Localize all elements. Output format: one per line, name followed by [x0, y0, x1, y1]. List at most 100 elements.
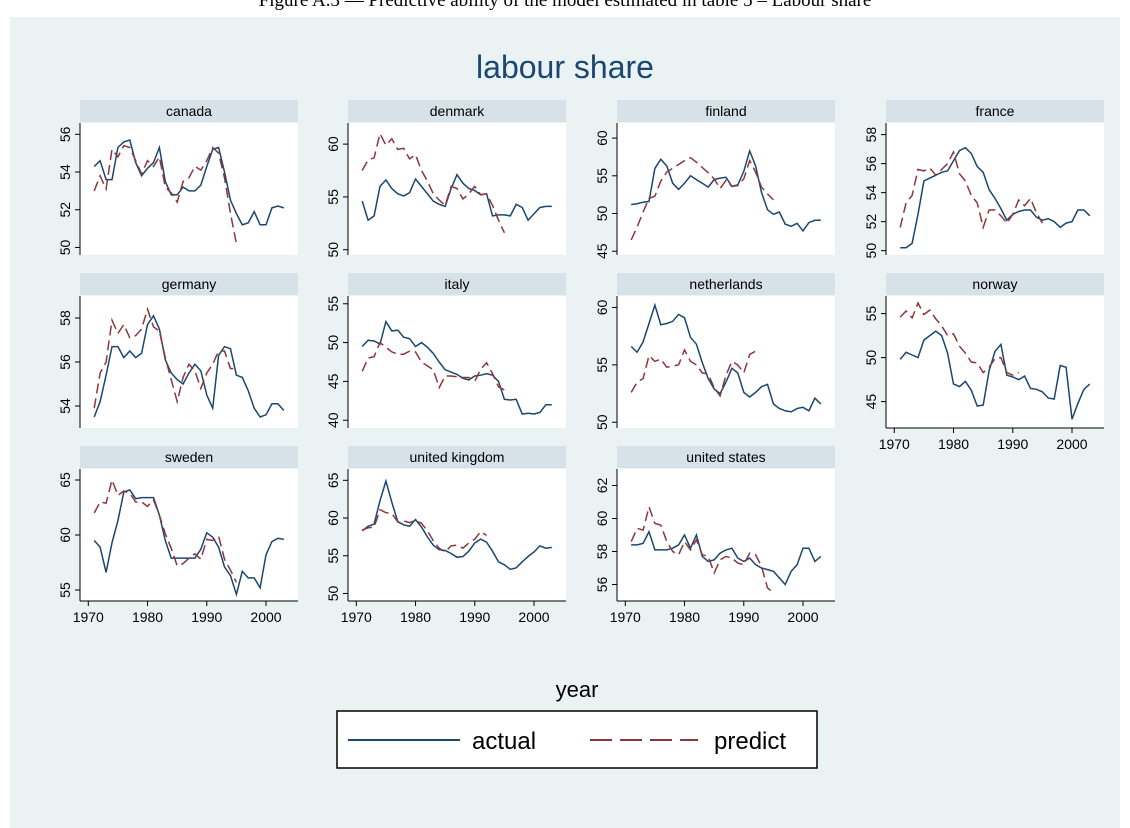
x-tick-label: 2000: [787, 609, 818, 625]
x-tick-label: 2000: [518, 609, 549, 625]
x-tick-label: 1970: [341, 609, 372, 625]
panel-header: [617, 446, 835, 468]
panel-title: sweden: [165, 449, 213, 465]
y-tick-label: 54: [57, 398, 73, 414]
series-line: predict: [361, 508, 488, 553]
y-tick-label: 56: [57, 354, 73, 370]
y-tick-label: 45: [594, 243, 610, 259]
series-line: actual: [899, 330, 1091, 420]
y-tick-label: 50: [863, 243, 879, 259]
plot-area: [617, 296, 835, 428]
panel-title: norway: [972, 276, 1017, 292]
y-tick-label: 55: [594, 357, 610, 373]
y-tick-label: 58: [863, 127, 879, 143]
panel-header: [886, 273, 1104, 295]
y-tick-label: 56: [863, 156, 879, 172]
y-tick-label: 50: [594, 206, 610, 222]
plot-area: [80, 469, 298, 601]
series-line: actual: [361, 478, 552, 571]
x-tick-label: 1980: [132, 609, 163, 625]
y-tick-label: 54: [863, 185, 879, 201]
y-tick-label: 55: [594, 168, 610, 184]
series-line: actual: [93, 139, 285, 226]
panel-title: netherlands: [689, 276, 762, 292]
y-tick-label: 40: [325, 412, 341, 428]
legend-label: predict: [714, 728, 786, 755]
x-tick-label: 1990: [997, 436, 1028, 452]
y-tick-label: 62: [594, 478, 610, 494]
y-tick-label: 45: [325, 373, 341, 389]
figure-title: labour share: [476, 49, 654, 85]
x-tick-label: 1970: [610, 609, 641, 625]
y-tick-label: 60: [57, 527, 73, 543]
series-line: predict: [93, 477, 238, 583]
x-tick-label: 2000: [250, 609, 281, 625]
y-tick-label: 55: [325, 189, 341, 205]
panel-header: [80, 273, 298, 295]
y-tick-label: 56: [57, 126, 73, 142]
panel-header: [617, 273, 835, 295]
y-tick-label: 60: [325, 510, 341, 526]
panel-title: united kingdom: [410, 449, 505, 465]
series-line: predict: [93, 306, 237, 409]
y-tick-label: 65: [325, 472, 341, 488]
y-tick-label: 55: [863, 306, 879, 322]
panel-title: finland: [705, 103, 746, 119]
y-tick-label: 60: [594, 511, 610, 527]
x-tick-label: 1990: [191, 609, 222, 625]
y-tick-label: 50: [57, 239, 73, 255]
y-tick-label: 50: [594, 414, 610, 430]
y-tick-label: 50: [325, 335, 341, 351]
series-line: actual: [900, 146, 1091, 249]
y-tick-label: 54: [57, 164, 73, 180]
y-tick-label: 52: [57, 202, 73, 218]
y-tick-label: 65: [57, 472, 73, 488]
y-tick-label: 58: [57, 310, 73, 326]
x-axis-label: year: [556, 677, 599, 702]
series-line: predict: [630, 504, 774, 594]
series-line: predict: [630, 348, 756, 398]
panel-title: germany: [162, 276, 216, 292]
plot-area: [348, 296, 566, 428]
panel-title: italy: [445, 276, 470, 292]
x-tick-label: 1980: [938, 436, 969, 452]
caption: Figure A.3 — Predictive ability of the m…: [259, 0, 872, 11]
x-tick-label: 1970: [879, 436, 910, 452]
y-tick-label: 56: [594, 577, 610, 593]
panel-header: [348, 446, 566, 468]
series-line: predict: [899, 149, 1044, 231]
y-tick-label: 45: [863, 394, 879, 410]
panel-header: [617, 100, 835, 122]
panel-header: [348, 100, 566, 122]
y-tick-label: 58: [594, 544, 610, 560]
x-tick-label: 2000: [1056, 436, 1087, 452]
series-line: predict: [361, 131, 506, 234]
series-line: predict: [899, 301, 1020, 377]
y-tick-label: 50: [325, 585, 341, 601]
y-tick-label: 55: [325, 296, 341, 312]
series-line: predict: [93, 144, 238, 244]
panel-title: canada: [166, 103, 212, 119]
y-tick-label: 55: [325, 548, 341, 564]
panel-header: [80, 446, 298, 468]
plot-area: [886, 123, 1104, 255]
y-tick-label: 55: [57, 582, 73, 598]
plot-area: [348, 469, 566, 601]
series-line: actual: [361, 173, 552, 222]
panel-header: [80, 100, 298, 122]
series-line: actual: [631, 148, 821, 233]
panel-header: [886, 100, 1104, 122]
y-tick-label: 50: [325, 242, 341, 258]
x-tick-label: 1990: [459, 609, 490, 625]
series-line: actual: [361, 319, 552, 415]
panel-title: united states: [686, 449, 765, 465]
series-line: actual: [93, 314, 285, 418]
y-tick-label: 60: [594, 130, 610, 146]
panel-header: [348, 273, 566, 295]
y-tick-label: 52: [863, 214, 879, 230]
x-tick-label: 1980: [400, 609, 431, 625]
series-line: predict: [630, 156, 774, 241]
panel-title: denmark: [430, 103, 485, 119]
